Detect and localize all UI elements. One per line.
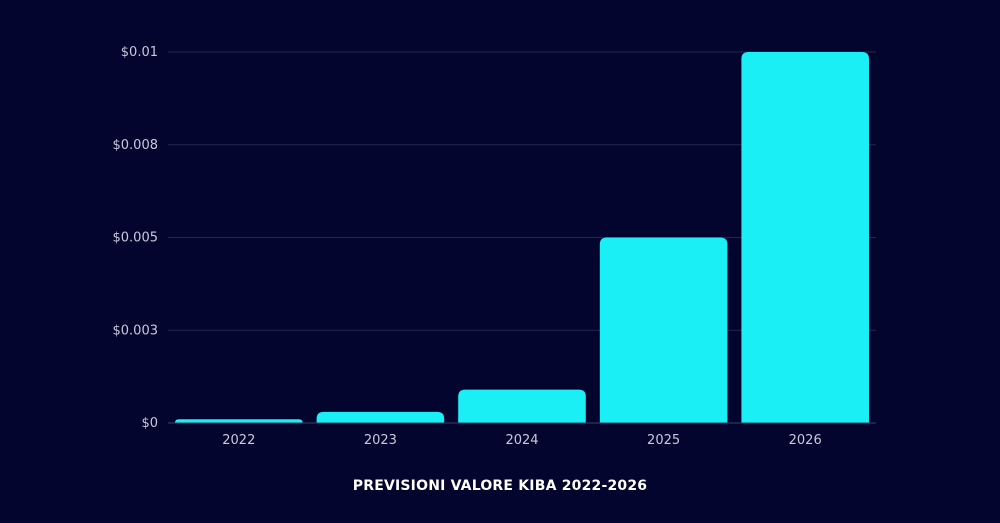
y-tick-label: $0.01 [121, 45, 158, 60]
x-tick-label: 2025 [647, 433, 680, 448]
x-tick-label: 2024 [505, 433, 538, 448]
bars [175, 52, 869, 423]
x-axis-tick-labels: 2022 2023 2024 2025 2026 [222, 433, 821, 448]
x-tick-label: 2023 [364, 433, 397, 448]
y-axis-tick-labels: $0 $0.003 $0.005 $0.008 $0.01 [113, 45, 159, 431]
bar-2023 [316, 411, 445, 423]
x-tick-label: 2022 [222, 433, 255, 448]
chart-title: PREVISIONI VALORE KIBA 2022-2026 [352, 478, 648, 494]
y-tick-label: $0.008 [113, 138, 159, 153]
y-tick-label: $0.005 [113, 231, 159, 246]
y-tick-label: $0 [141, 416, 158, 431]
bar-2022 [175, 419, 303, 423]
bar-2025 [599, 237, 728, 423]
y-tick-label: $0.003 [113, 323, 159, 338]
bar-2026 [741, 52, 869, 423]
bar-2024 [458, 389, 586, 423]
x-tick-label: 2026 [789, 433, 822, 448]
